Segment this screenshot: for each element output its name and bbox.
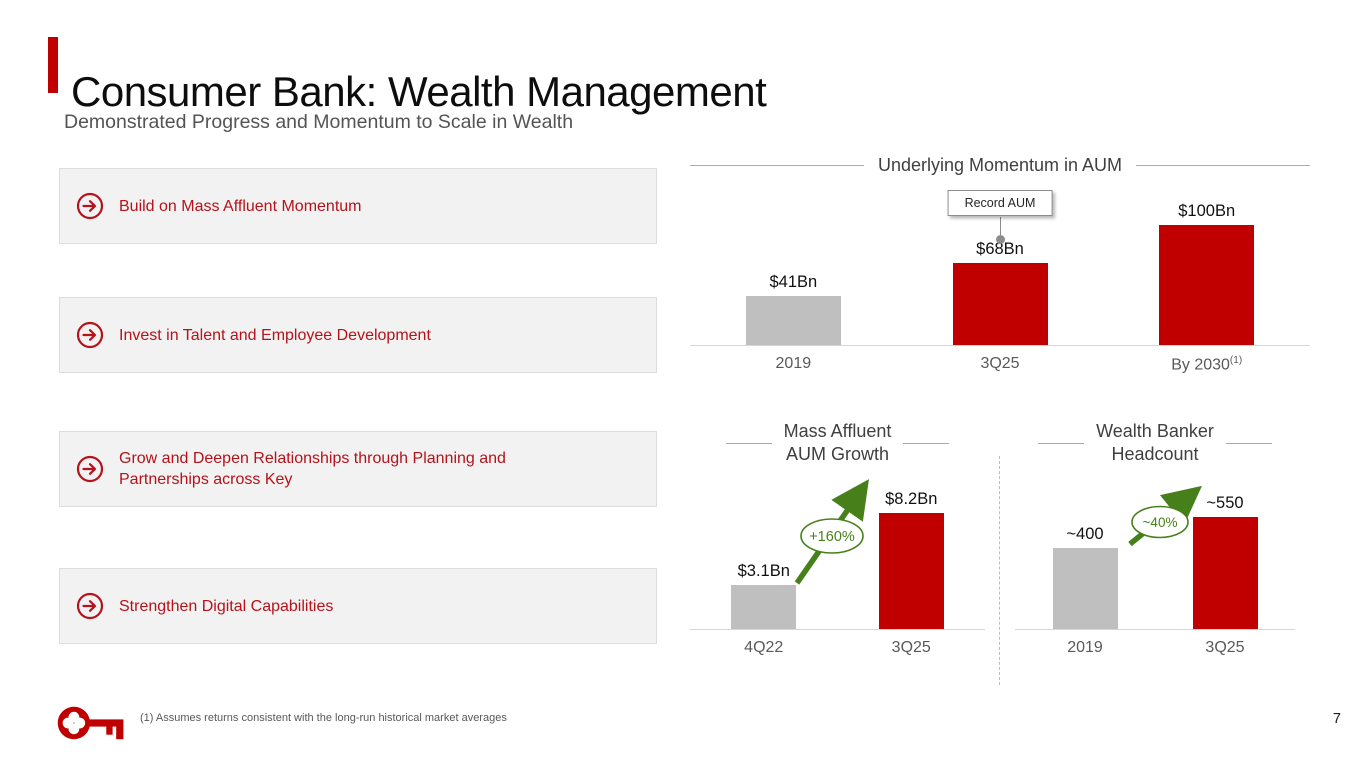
plot-area: Record AUM $41Bn $68Bn $100Bn (690, 178, 1310, 346)
footnote-marker: (1) (1229, 355, 1243, 366)
chart-wealth-banker-headcount: Wealth Banker Headcount ~40% ~400 ~550 (1015, 420, 1295, 657)
chart-title-row: Mass Affluent AUM Growth (690, 420, 985, 466)
bar-value-label: $41Bn (769, 273, 818, 291)
page-number: 7 (1332, 711, 1341, 727)
bar-4q22 (731, 585, 797, 629)
category-axis: 4Q22 3Q25 (690, 639, 985, 657)
record-aum-callout: Record AUM (947, 190, 1053, 216)
strategy-box: Strengthen Digital Capabilities (59, 568, 657, 644)
chart-mass-affluent-aum-growth: Mass Affluent AUM Growth +160% $3.1Bn $8.… (690, 420, 985, 657)
bar-value-label: $3.1Bn (737, 562, 790, 580)
bar-column: $41Bn (690, 178, 897, 345)
title-rule-left (1038, 442, 1085, 444)
chart-underlying-momentum-in-aum: Underlying Momentum in AUM Record AUM $4… (690, 155, 1310, 374)
title-rule-right (903, 442, 950, 444)
category-label: 3Q25 (891, 639, 931, 656)
strategy-box: Invest in Talent and Employee Developmen… (59, 297, 657, 373)
bar-value-label: $68Bn (976, 240, 1024, 258)
bar-value-label: $100Bn (1178, 202, 1236, 220)
strategy-label: Grow and Deepen Relationships through Pl… (119, 450, 506, 488)
arrow-right-circle-icon (76, 455, 104, 483)
callout-connector-dot (995, 235, 1005, 244)
chart-title: Wealth Banker Headcount (1096, 421, 1214, 464)
strategy-box: Build on Mass Affluent Momentum (59, 168, 657, 244)
title-rule-left (690, 165, 864, 166)
category-label: 4Q22 (744, 639, 784, 656)
bar-value-label: ~550 (1206, 494, 1244, 512)
category-label: 3Q25 (980, 355, 1020, 372)
title-rule-left (725, 442, 772, 444)
bar-3q25 (952, 263, 1048, 345)
arrow-right-circle-icon (76, 192, 104, 220)
chart-title: Underlying Momentum in AUM (877, 155, 1123, 175)
strategy-label: Strengthen Digital Capabilities (119, 597, 334, 615)
keybank-key-logo (55, 699, 127, 752)
footnote: (1) Assumes returns consistent with the … (140, 712, 507, 724)
bar-column: $68Bn (897, 178, 1104, 345)
plot-area: +160% $3.1Bn $8.2Bn (690, 470, 985, 630)
category-label: By 2030(1) (1171, 355, 1243, 374)
bar-3q25 (1192, 517, 1258, 629)
bar-column: $8.2Bn (838, 470, 986, 629)
category-label: 2019 (775, 355, 812, 372)
strategy-label: Invest in Talent and Employee Developmen… (119, 326, 431, 344)
arrow-right-circle-icon (76, 321, 104, 349)
chart-title: Mass Affluent AUM Growth (783, 421, 892, 464)
strategy-label: Build on Mass Affluent Momentum (119, 197, 362, 215)
page-title: Consumer Bank: Wealth Management (71, 68, 767, 116)
category-label: 3Q25 (1205, 639, 1245, 656)
chart-title-row: Wealth Banker Headcount (1015, 420, 1295, 466)
plot-area: ~40% ~400 ~550 (1015, 470, 1295, 630)
bar-2019 (1052, 548, 1118, 629)
strategy-box: Grow and Deepen Relationships through Pl… (59, 431, 657, 507)
bar-by-2030 (1159, 225, 1255, 345)
category-axis: 2019 3Q25 By 2030(1) (690, 355, 1310, 374)
chart-divider (999, 456, 1000, 685)
category-axis: 2019 3Q25 (1015, 639, 1295, 657)
page-subtitle: Demonstrated Progress and Momentum to Sc… (64, 111, 574, 133)
bar-column: ~550 (1155, 470, 1295, 629)
category-label: 2019 (1067, 639, 1103, 656)
bar-column: ~400 (1015, 470, 1155, 629)
title-accent-bar (48, 37, 58, 93)
bar-2019 (745, 296, 841, 345)
arrow-right-circle-icon (76, 592, 104, 620)
title-rule-right (1225, 442, 1272, 444)
chart-title-row: Underlying Momentum in AUM (690, 155, 1310, 176)
bar-column: $100Bn (1103, 178, 1310, 345)
bar-column: $3.1Bn (690, 470, 838, 629)
bar-value-label: ~400 (1066, 525, 1104, 543)
title-rule-right (1136, 165, 1310, 166)
callout-connector-line (1000, 217, 1001, 235)
bar-3q25 (878, 513, 944, 629)
bar-value-label: $8.2Bn (885, 490, 938, 508)
